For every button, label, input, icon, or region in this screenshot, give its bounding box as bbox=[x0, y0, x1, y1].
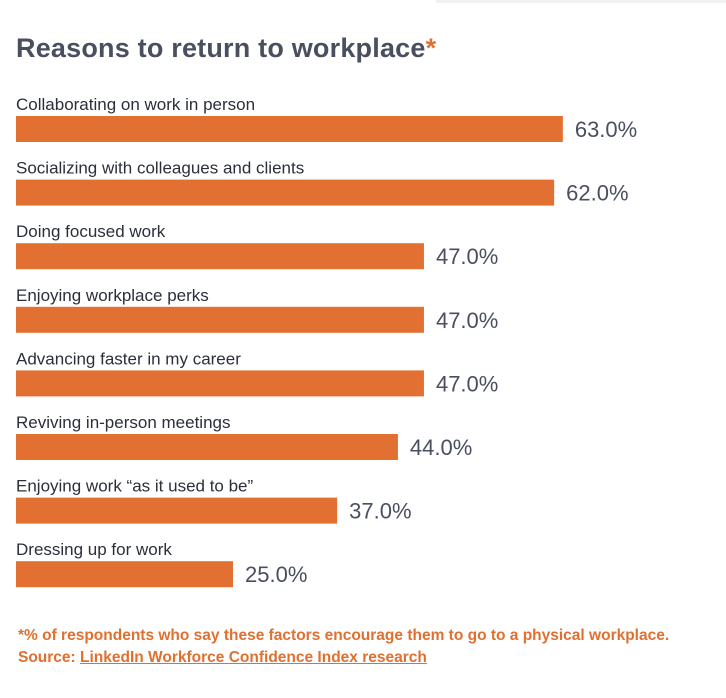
category-label: Reviving in-person meetings bbox=[16, 413, 231, 432]
footnote-text: *% of respondents who say these factors … bbox=[18, 627, 670, 666]
bar bbox=[16, 116, 563, 142]
title-footnote-marker: * bbox=[425, 33, 437, 63]
bar-chart: Collaborating on work in person 63.0% Soci… bbox=[16, 95, 637, 588]
category-label: Collaborating on work in person bbox=[16, 95, 255, 114]
chart-title: Reasons to return to workplace* bbox=[16, 33, 436, 64]
value-label: 44.0% bbox=[410, 435, 472, 460]
source-link[interactable]: LinkedIn Workforce Confidence Index rese… bbox=[80, 649, 427, 666]
footnote: *% of respondents who say these factors … bbox=[18, 625, 698, 669]
category-label: Enjoying work “as it used to be” bbox=[16, 477, 254, 496]
chart-title-text: Reasons to return to workplace bbox=[16, 33, 426, 63]
category-label: Socializing with colleagues and clients bbox=[16, 159, 304, 178]
value-label: 37.0% bbox=[349, 499, 411, 524]
header-divider bbox=[436, 0, 726, 3]
bar bbox=[16, 306, 424, 333]
value-label: 47.0% bbox=[436, 244, 498, 269]
category-label: Enjoying workplace perks bbox=[16, 286, 209, 305]
value-label: 25.0% bbox=[245, 562, 307, 587]
value-label: 63.0% bbox=[575, 117, 637, 142]
category-label: Doing focused work bbox=[16, 222, 166, 241]
bar bbox=[16, 179, 555, 206]
category-label: Advancing faster in my career bbox=[16, 349, 241, 368]
bar bbox=[16, 370, 424, 397]
value-label: 47.0% bbox=[436, 371, 498, 396]
value-label: 47.0% bbox=[436, 308, 498, 333]
category-label: Dressing up for work bbox=[16, 540, 172, 559]
bar bbox=[16, 243, 424, 270]
value-label: 62.0% bbox=[566, 181, 628, 206]
bar bbox=[16, 497, 338, 524]
bar bbox=[16, 561, 233, 588]
bar bbox=[16, 434, 398, 460]
